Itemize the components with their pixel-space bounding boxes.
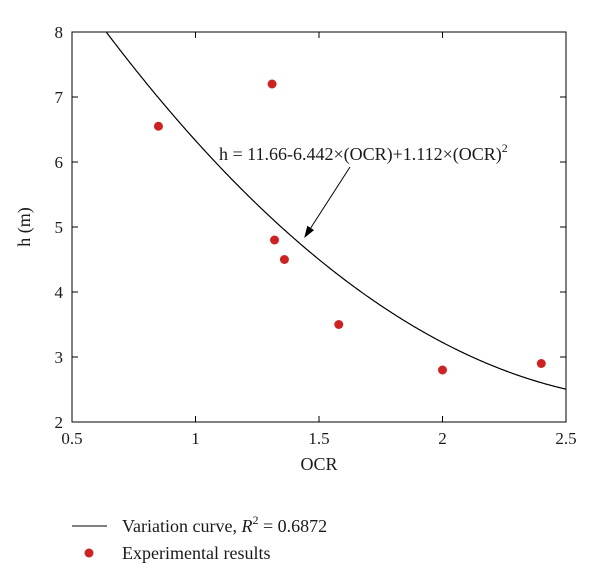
data-point <box>536 359 546 368</box>
axis-ticks <box>71 31 567 423</box>
points-layer <box>153 79 546 375</box>
data-point <box>334 320 344 329</box>
y-tick-label: 7 <box>55 88 64 107</box>
x-tick-label: 2.5 <box>555 429 576 448</box>
curve-layer <box>106 32 567 390</box>
y-tick-label: 8 <box>55 23 64 42</box>
annotation-arrow <box>310 166 351 229</box>
data-point <box>438 365 447 375</box>
equation-superscript: 2 <box>502 141 508 155</box>
legend-item-curve: Variation curve, R2 = 0.6872 <box>122 513 327 536</box>
variation-curve <box>106 32 567 390</box>
data-point <box>267 79 277 89</box>
equation-text: h = 11.66-6.442×(OCR)+1.112×(OCR) <box>219 144 502 165</box>
legend: Variation curve, R2 = 0.6872 Experimenta… <box>72 513 327 563</box>
y-tick-label: 5 <box>55 218 64 237</box>
svg-text:h = 11.66-6.442×(OCR)+1.112×(O: h = 11.66-6.442×(OCR)+1.112×(OCR)2 <box>219 141 508 165</box>
legend-marker-swatch <box>84 548 94 558</box>
y-tick-label: 2 <box>55 413 64 432</box>
plot-frame <box>71 31 567 423</box>
data-point <box>270 235 280 245</box>
x-tick-label: 0.5 <box>61 429 82 448</box>
legend-item-experimental: Experimental results <box>122 543 270 563</box>
data-point <box>279 255 289 264</box>
y-tick-label: 6 <box>55 153 64 172</box>
x-tick-label: 2 <box>438 429 447 448</box>
y-axis-title: h (m) <box>14 207 35 247</box>
x-tick-label: 1.5 <box>308 429 329 448</box>
equation-annotation: h = 11.66-6.442×(OCR)+1.112×(OCR)2 <box>219 141 508 239</box>
data-point <box>153 121 163 131</box>
x-axis-title: OCR <box>300 454 337 474</box>
tick-labels: 0.5 1 1.5 2 2.5 2 3 4 5 6 7 8 <box>55 23 577 448</box>
x-tick-label: 1 <box>191 429 200 448</box>
y-tick-label: 4 <box>55 283 64 302</box>
y-tick-label: 3 <box>55 348 64 367</box>
annotation-arrowhead <box>304 225 315 239</box>
